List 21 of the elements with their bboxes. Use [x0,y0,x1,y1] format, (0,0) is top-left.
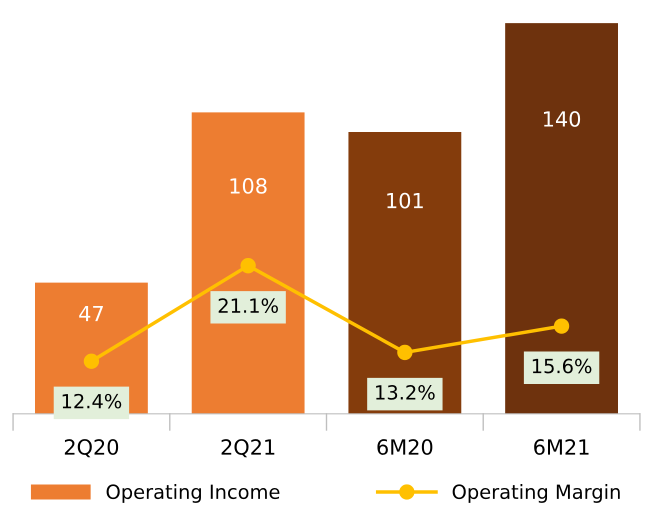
point [554,318,570,334]
x-tick-label: 6M21 [534,439,589,455]
x-tick-label: 6M20 [377,439,432,455]
bar [192,112,305,414]
point [240,258,256,274]
point [84,354,100,369]
legend-label: Operating Income [106,484,280,503]
data-label: 12.4% [62,394,122,409]
data-label: 108 [230,178,267,194]
data-label: 47 [79,306,103,322]
bar [348,132,462,414]
bar [505,23,618,414]
data-label: 21.1% [218,298,278,313]
legend-label: Operating Margin [452,484,620,503]
x-tick-label: 2Q21 [222,439,274,458]
point [397,344,412,360]
data-label: 101 [387,192,423,208]
x-tick-label: 2Q20 [64,439,118,458]
data-label: 13.2% [376,385,435,400]
data-label: 15.6% [532,358,592,374]
data-label: 140 [544,111,580,127]
